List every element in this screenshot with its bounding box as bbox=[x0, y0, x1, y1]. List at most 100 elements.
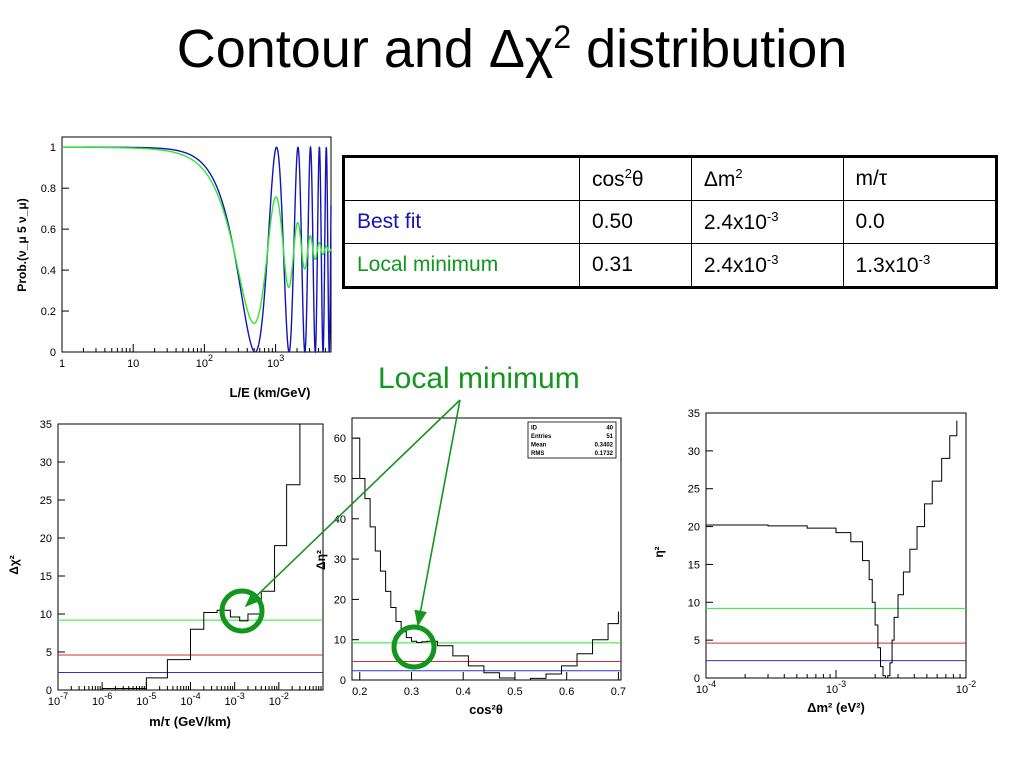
tick-exponent: -2 bbox=[968, 679, 976, 689]
probability-chart: 0 0.2 0.4 0.6 0.8 1 1 10 102 103 Prob.(ν_μ 5 ν_μ) L… bbox=[15, 136, 332, 400]
cell-sup: -3 bbox=[766, 251, 779, 267]
row-label-local-minimum: Local minimum bbox=[343, 242, 580, 289]
tick-label: 0.6 bbox=[41, 224, 56, 236]
tick-exponent: -3 bbox=[838, 679, 846, 689]
tick-label: 10-6 bbox=[92, 691, 112, 708]
stats-key: ID bbox=[531, 426, 538, 432]
tick-label: 50 bbox=[334, 473, 346, 485]
table-header-empty bbox=[343, 155, 580, 202]
axis-label: η² bbox=[652, 546, 666, 557]
tick-label: 35 bbox=[688, 408, 700, 420]
tick-label: 10-2 bbox=[956, 679, 976, 696]
y-axis-label: Prob.(ν_μ 5 ν_μ) bbox=[15, 198, 29, 291]
tick-label: 0.6 bbox=[559, 686, 574, 698]
stats-value: 0.1732 bbox=[595, 451, 614, 457]
tick-label: 0.4 bbox=[41, 265, 56, 277]
tick-label: 25 bbox=[40, 495, 52, 507]
chi2-curve bbox=[58, 423, 310, 691]
tick-label: 10-2 bbox=[269, 691, 289, 708]
header-base: cos bbox=[592, 168, 625, 192]
tick-label: 5 bbox=[46, 647, 52, 659]
cell-base: 2.4x10 bbox=[703, 253, 767, 277]
tick-label: 0.7 bbox=[611, 686, 626, 698]
cell-dm2: 2.4x10-3 bbox=[690, 200, 844, 244]
tick-label: 20 bbox=[688, 522, 700, 534]
tick-exponent: -4 bbox=[193, 691, 201, 701]
table-row: Local minimum 0.31 2.4x10-3 1.3x10-3 bbox=[343, 242, 998, 289]
plot-frame bbox=[705, 412, 967, 679]
cell-dm2: 2.4x10-3 bbox=[690, 242, 844, 289]
plot-frame bbox=[61, 136, 332, 353]
tick-exponent: -4 bbox=[708, 679, 716, 689]
stats-value: 0.3402 bbox=[595, 443, 614, 449]
tick-label: 0 bbox=[50, 347, 56, 359]
series-line bbox=[62, 146, 332, 324]
axis-label: m/τ (GeV/km) bbox=[149, 714, 231, 729]
tick-label: 10-3 bbox=[225, 691, 245, 708]
table-header-cos2theta: cos2θ bbox=[579, 155, 692, 202]
title-symbol: Δχ bbox=[488, 19, 554, 79]
tick-label: 30 bbox=[40, 457, 52, 469]
tick-label: 0.4 bbox=[456, 686, 471, 698]
header-tail: θ bbox=[631, 168, 644, 192]
tick-label: 10-4 bbox=[180, 691, 200, 708]
chi2-vs-cos2theta-chart: 0 10 20 30 40 50 60 0.2 0.3 0.4 0.5 0.6 0.7 ID 40 Entri… bbox=[314, 417, 626, 717]
chi2-curve bbox=[706, 420, 958, 679]
cell-base: 0.0 bbox=[855, 209, 885, 233]
tick-label: 20 bbox=[334, 594, 346, 606]
cell-sup: -3 bbox=[918, 251, 931, 267]
stats-key: RMS bbox=[531, 451, 544, 457]
axis-label: Δη² bbox=[314, 550, 328, 570]
header-base: m/τ bbox=[855, 167, 888, 191]
stats-box bbox=[527, 421, 617, 459]
title-prefix: Contour and bbox=[176, 19, 489, 79]
table-row: Best fit 0.50 2.4x10-3 0.0 bbox=[343, 200, 998, 244]
tick-label: 40 bbox=[334, 514, 346, 526]
tick-label: 0.2 bbox=[352, 686, 367, 698]
header-base: Δm bbox=[703, 168, 736, 192]
tick-exponent: -5 bbox=[148, 691, 156, 701]
chi2-curve bbox=[354, 437, 619, 681]
cell-cos2theta: 0.50 bbox=[579, 200, 692, 244]
tick-label: 30 bbox=[334, 554, 346, 566]
tick-label: 10 bbox=[334, 635, 346, 647]
axis-label: L/E (km/GeV) bbox=[230, 385, 311, 400]
cell-sup: -3 bbox=[766, 208, 779, 224]
best-fit-table: cos2θ Δm2 m/τ Best fit 0.50 2.4x10-3 0.0… bbox=[342, 155, 998, 289]
table-header-row: cos2θ Δm2 m/τ bbox=[343, 155, 998, 202]
cell-m-tau: 1.3x10-3 bbox=[842, 242, 998, 289]
tick-label: 15 bbox=[688, 559, 700, 571]
tick-exponent: -3 bbox=[237, 691, 245, 701]
tick-label: 20 bbox=[40, 533, 52, 545]
header-sup: 2 bbox=[735, 166, 743, 182]
tick-label: 0.2 bbox=[41, 306, 56, 318]
stats-key: Entries bbox=[531, 434, 552, 440]
axis-label: Δχ² bbox=[7, 555, 21, 575]
tick-label: 103 bbox=[267, 353, 284, 370]
series-line bbox=[62, 145, 332, 354]
tick-label: 0 bbox=[694, 673, 700, 685]
tick-label: 10 bbox=[688, 597, 700, 609]
tick-label: 0.8 bbox=[41, 183, 56, 195]
tick-label: 102 bbox=[196, 353, 213, 370]
tick-exponent: 2 bbox=[208, 353, 213, 363]
tick-label: 10 bbox=[127, 358, 139, 370]
tick-label: 1 bbox=[59, 358, 65, 370]
tick-exponent: -7 bbox=[60, 691, 68, 701]
tick-label: 25 bbox=[688, 484, 700, 496]
header-sup: 2 bbox=[624, 166, 632, 182]
stats-key: Mean bbox=[531, 443, 547, 449]
tick-label: 35 bbox=[40, 419, 52, 431]
tick-exponent: -6 bbox=[104, 691, 112, 701]
tick-label: 1 bbox=[50, 142, 56, 154]
tick-label: 5 bbox=[694, 635, 700, 647]
tick-label: 15 bbox=[40, 571, 52, 583]
table-header-dm2: Δm2 bbox=[690, 155, 844, 202]
stats-value: 40 bbox=[606, 426, 613, 432]
axis-label: cos²θ bbox=[469, 702, 503, 717]
title-suffix: distribution bbox=[571, 19, 848, 79]
tick-label: 10-5 bbox=[136, 691, 156, 708]
tick-label: 10 bbox=[40, 609, 52, 621]
tick-label: 0.5 bbox=[507, 686, 522, 698]
